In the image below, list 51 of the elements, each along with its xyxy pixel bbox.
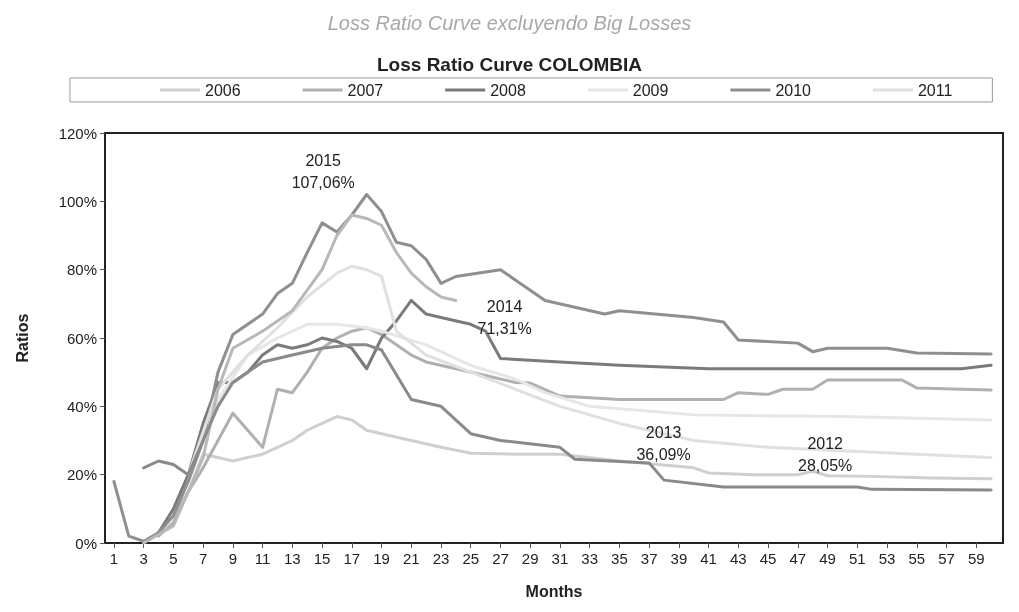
x-tick-label: 7 <box>198 550 208 567</box>
x-tick-label: 11 <box>254 550 271 567</box>
x-tick-label: 35 <box>611 550 628 567</box>
x-tick-label: 15 <box>313 550 331 567</box>
y-tick-label: 60% <box>66 329 97 347</box>
x-tick-label: 39 <box>670 550 688 567</box>
legend-label: 2009 <box>632 81 669 99</box>
x-tick-label: 9 <box>228 550 238 567</box>
y-tick-label: 20% <box>66 466 97 484</box>
y-tick-label: 80% <box>66 261 97 279</box>
annotation: 2015 107,06% <box>291 152 355 192</box>
x-tick-label: 31 <box>551 550 569 567</box>
annotation: 2013 36,09% <box>636 424 691 464</box>
x-tick-label: 17 <box>343 550 361 567</box>
x-tick-label: 57 <box>938 550 955 567</box>
chart-title: Loss Ratio Curve COLOMBIA <box>377 54 643 75</box>
x-tick-label: 41 <box>700 550 717 567</box>
x-tick-label: 55 <box>908 550 926 567</box>
legend-label: 2011 <box>917 81 953 99</box>
y-tick-label: 120% <box>58 124 97 142</box>
legend-label: 2007 <box>347 81 384 99</box>
x-tick-label: 59 <box>967 550 985 567</box>
annotation: 2012 28,05% <box>798 434 853 474</box>
x-tick-label: 43 <box>730 550 747 567</box>
text: Loss Ratio Curve excluyendo Big Losses <box>327 12 692 34</box>
x-tick-label: 37 <box>640 550 658 567</box>
x-tick-label: 23 <box>432 550 450 567</box>
x-tick-label: 53 <box>878 550 896 567</box>
annotation: 2014 71,31% <box>477 298 532 337</box>
x-tick-label: 33 <box>581 550 599 567</box>
x-tick-label: 27 <box>492 550 509 567</box>
x-tick-label: 3 <box>139 550 148 567</box>
x-tick-label: 19 <box>373 550 390 567</box>
x-tick-label: 51 <box>848 550 866 567</box>
x-tick-label: 21 <box>402 550 420 567</box>
x-tick-label: 45 <box>759 550 777 567</box>
y-tick-label: 100% <box>58 192 97 210</box>
x-tick-label: 47 <box>789 550 807 567</box>
y-axis-title: Ratios <box>13 313 31 363</box>
legend-label: 2006 <box>205 81 241 99</box>
x-tick-label: 29 <box>521 550 539 567</box>
x-tick-label: 5 <box>169 550 178 567</box>
x-tick-label: 13 <box>283 550 301 567</box>
y-tick-label: 0% <box>75 534 97 552</box>
x-axis-title: Months <box>525 582 583 600</box>
legend-label: 2010 <box>775 81 812 99</box>
x-tick-label: 25 <box>462 550 480 567</box>
x-tick-label: 1 <box>109 550 119 567</box>
legend-label: 2008 <box>490 81 526 99</box>
y-tick-label: 40% <box>66 397 97 415</box>
x-tick-label: 49 <box>819 550 836 567</box>
